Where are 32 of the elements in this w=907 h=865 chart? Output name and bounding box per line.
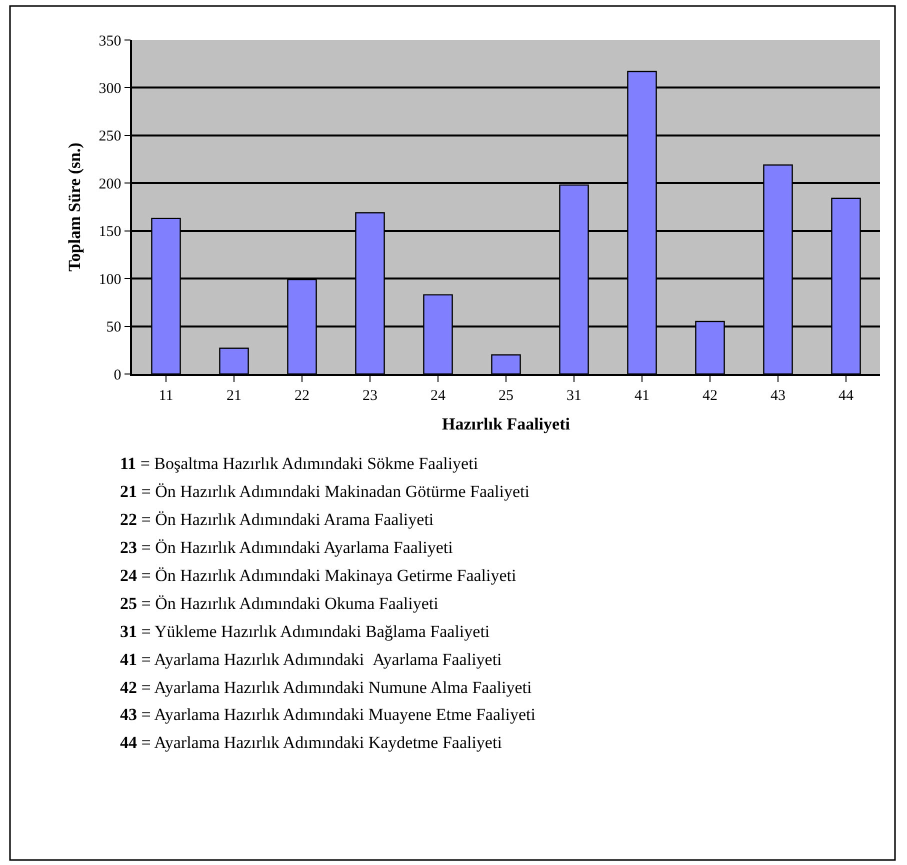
text: 11 = Boşaltma Hazırlık Adımındaki Sökme Faaliyeti xyxy=(120,454,478,473)
y-tick-label: 250 xyxy=(98,128,122,145)
y-tick-label: 150 xyxy=(98,224,122,240)
x-tick-label: 25 xyxy=(498,388,514,404)
text: 43 = Ayarlama Hazırlık Adımındaki Muayene Etme Faaliyeti xyxy=(120,705,536,724)
text: 31 = Yükleme Hazırlık Adımındaki Bağlama Faaliyeti xyxy=(120,622,490,641)
x-tick-label: 31 xyxy=(566,388,582,404)
y-tick-label: 350 xyxy=(98,33,122,50)
text: 44 = Ayarlama Hazırlık Adımındaki Kaydetme Faaliyeti xyxy=(120,733,502,752)
x-tick-label: 21 xyxy=(226,388,242,404)
x-tick-label: 23 xyxy=(362,388,378,404)
y-tick-label: 50 xyxy=(106,320,122,336)
y-tick-label: 100 xyxy=(98,272,122,288)
x-tick-label: 44 xyxy=(838,388,854,404)
x-tick-label: 43 xyxy=(770,388,786,404)
y-tick-label: 200 xyxy=(98,176,122,192)
x-tick-label: 22 xyxy=(294,388,310,404)
text: 22 = Ön Hazırlık Adımındaki Arama Faaliyeti xyxy=(120,510,434,529)
text: 21 = Ön Hazırlık Adımındaki Makinadan Götürme Faaliyeti xyxy=(120,482,530,501)
y-tick-label: 300 xyxy=(98,80,122,97)
x-tick-label: 42 xyxy=(702,388,718,404)
text: 41 = Ayarlama Hazırlık Adımındaki Ayarlama Faaliyeti xyxy=(120,650,502,669)
x-tick-label: 11 xyxy=(158,388,174,404)
text: 23 = Ön Hazırlık Adımındaki Ayarlama Faaliyeti xyxy=(120,538,454,557)
x-tick-label: 41 xyxy=(634,388,650,404)
x-tick-label: 24 xyxy=(430,388,446,404)
x-axis-title: Hazırlık Faaliyeti xyxy=(442,414,570,434)
text: 42 = Ayarlama Hazırlık Adımındaki Numune Alma Faaliyeti xyxy=(120,678,532,697)
y-axis-title: Toplam Süre (sn.) xyxy=(64,142,84,272)
text: 24 = Ön Hazırlık Adımındaki Makinaya Getirme Faaliyeti xyxy=(120,566,517,585)
y-tick-label: 0 xyxy=(114,367,122,384)
text: 25 = Ön Hazırlık Adımındaki Okuma Faaliyeti xyxy=(120,594,439,613)
